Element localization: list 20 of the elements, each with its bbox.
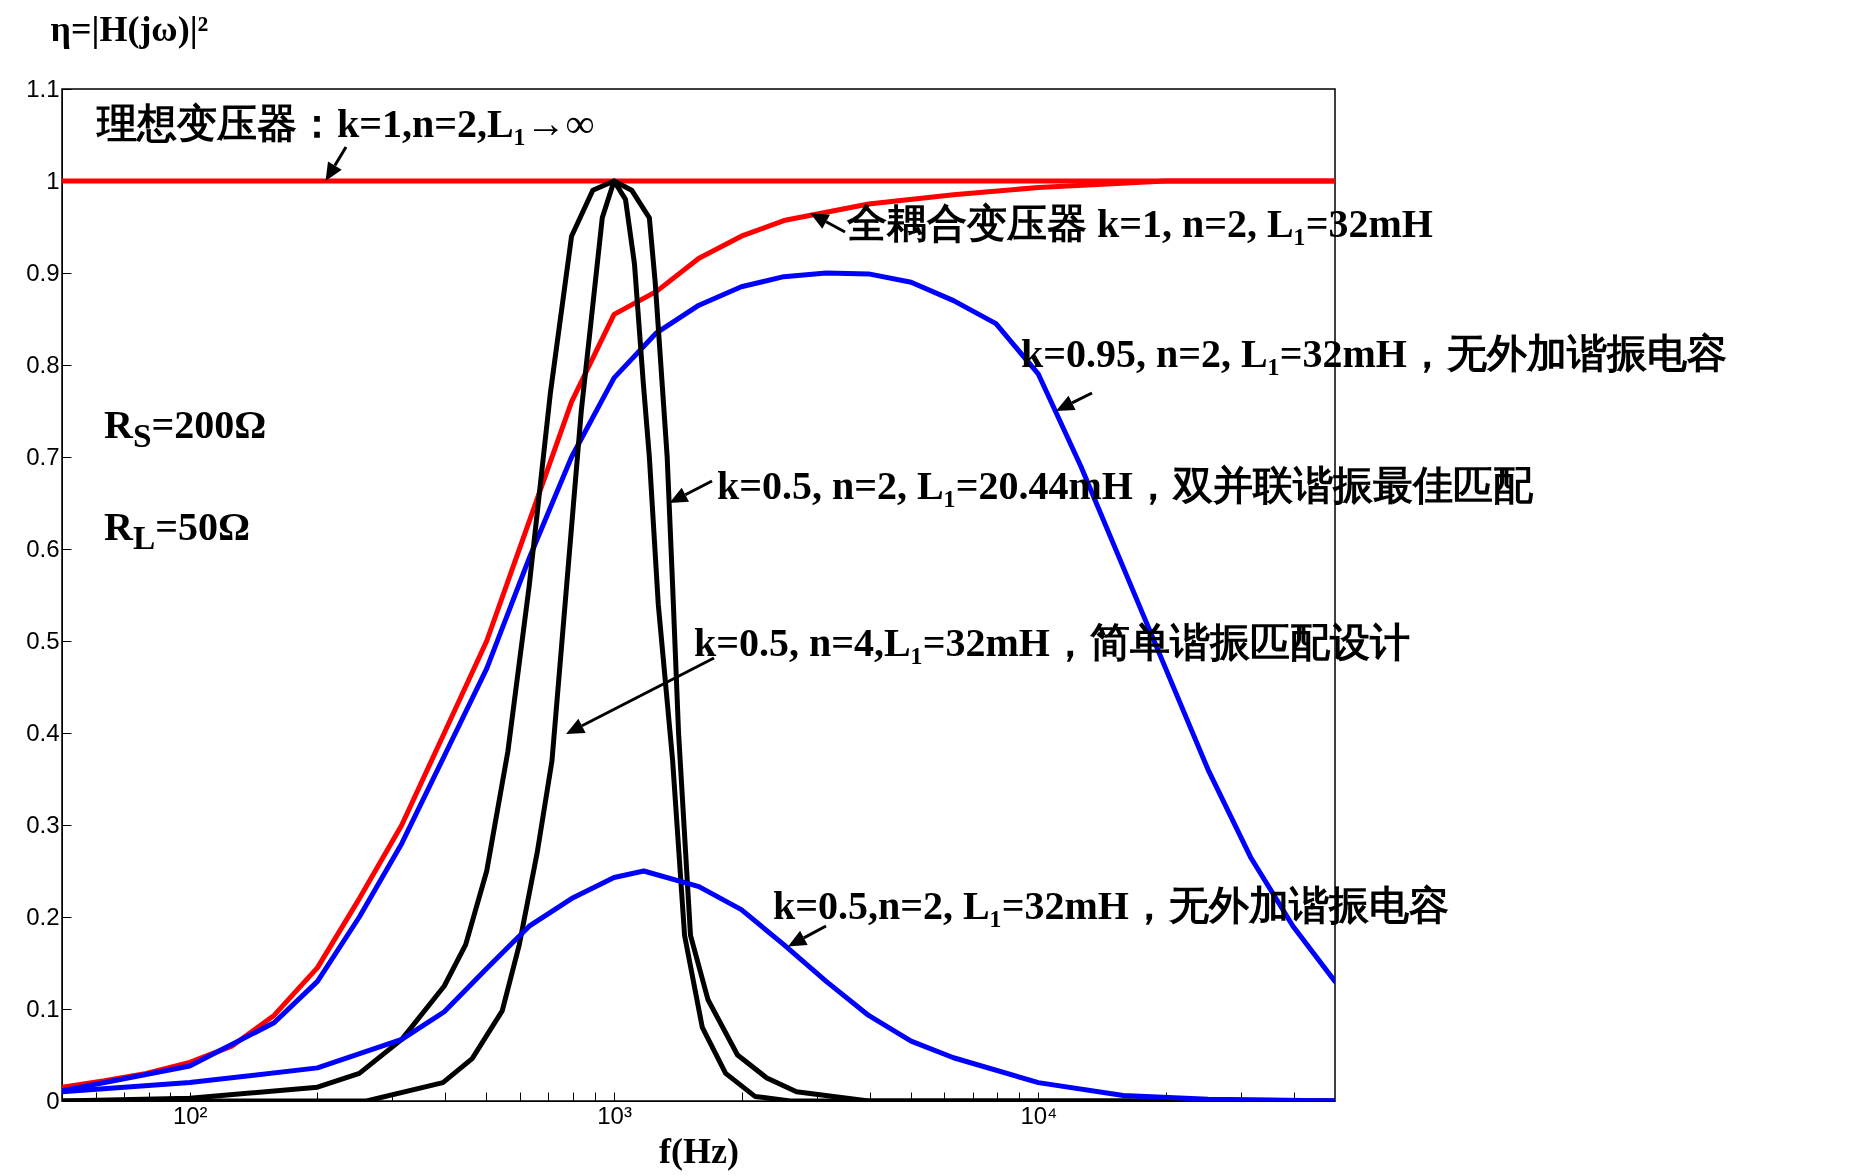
x-axis-title: f(Hz) (659, 1130, 739, 1171)
y-tick-label: 0.1 (26, 994, 60, 1022)
x-tick-label: 10² (172, 1101, 208, 1129)
y-tick-label: 1.1 (26, 74, 60, 102)
y-tick-label: 0.7 (26, 442, 60, 470)
y-axis-title: η=|H(jω)|² (50, 8, 209, 49)
y-tick-label: 0.3 (26, 810, 60, 838)
y-tick-label: 0.4 (26, 718, 60, 746)
y-tick-label: 0.6 (26, 534, 60, 562)
y-tick-label: 0.5 (26, 626, 60, 654)
y-tick-label: 0.2 (26, 902, 60, 930)
annotation: 理想变压器：k=1,n=2,L₁→∞ (97, 101, 595, 146)
y-tick-label: 0.8 (26, 350, 60, 378)
y-tick-label: 0 (46, 1086, 60, 1114)
annotation: R$_{S}$=200Ω (104, 402, 267, 454)
y-tick-label: 0.9 (26, 258, 60, 286)
annotation: R$_{L}$=50Ω (104, 504, 250, 556)
x-tick-label: 10⁴ (1020, 1101, 1058, 1129)
x-tick-label: 10³ (597, 1101, 632, 1129)
y-tick-label: 1 (46, 166, 60, 194)
